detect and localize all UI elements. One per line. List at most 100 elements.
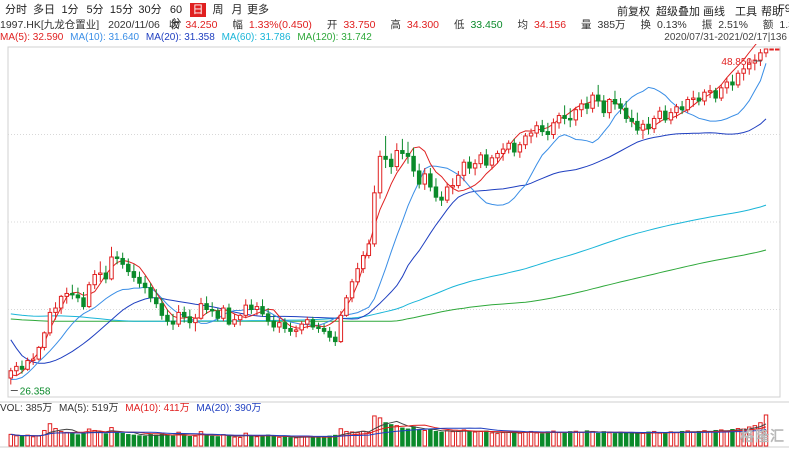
min-price-label: 26.358 (20, 386, 51, 397)
candle-body (500, 148, 506, 154)
volume-bar (685, 430, 690, 447)
vol-legend-ma5: MA(5): 519万 (59, 403, 119, 414)
candle-body (338, 314, 344, 343)
volume-bar (730, 429, 735, 447)
high-label: 高 (390, 19, 401, 31)
candle-body (372, 192, 377, 245)
volume-bar (366, 431, 372, 447)
candle-body (495, 152, 500, 159)
period-tab-5[interactable]: 30分 (138, 4, 162, 16)
candle-body (461, 161, 467, 176)
candle-body (176, 311, 181, 325)
period-tab-8[interactable]: 周 (212, 4, 224, 16)
toolbar-right-2[interactable]: 画线 (703, 6, 725, 18)
period-tab-4[interactable]: 15分 (109, 4, 134, 16)
candle-body (148, 287, 153, 299)
candle-body (573, 109, 579, 121)
candle-body (735, 72, 741, 86)
period-tab-1[interactable]: 多日 (33, 4, 55, 16)
candle-body (696, 97, 702, 102)
volume-bar (416, 429, 422, 447)
period-tab-10[interactable]: 更多 (247, 4, 269, 16)
volume-bar (663, 432, 668, 447)
candle-body (36, 346, 42, 360)
low-value: 33.450 (470, 19, 503, 31)
candle-body (181, 311, 187, 318)
candle-body (249, 304, 254, 310)
candle-body (584, 103, 590, 109)
candle-body (741, 68, 746, 74)
candle-body (198, 303, 204, 319)
volume-bar (237, 436, 243, 447)
volume-bar (215, 436, 221, 447)
volume-bar (735, 428, 741, 447)
candle-body (646, 123, 651, 130)
candle-body (416, 170, 422, 185)
candle-body (450, 185, 455, 188)
candle-body (472, 163, 478, 169)
candle-body (618, 103, 623, 109)
period-tab-3[interactable]: 5分 (86, 4, 104, 16)
candle-body (428, 173, 433, 188)
volume-bar (612, 433, 618, 447)
toolbar-right-3[interactable]: 工具 (735, 6, 757, 18)
candle-body (478, 154, 483, 165)
period-tab-2[interactable]: 1分 (61, 4, 79, 16)
period-tab-6[interactable]: 60分 (169, 4, 183, 30)
candle-body (467, 161, 472, 169)
candle-body (142, 282, 148, 289)
volume-bar (618, 431, 623, 447)
vol-legend-ma20: MA(20): 390万 (196, 403, 262, 414)
toolbar-right-0[interactable]: 前复权 (617, 6, 650, 18)
volume-bar (629, 432, 634, 447)
candle-body (243, 304, 248, 316)
candle-body (237, 314, 243, 321)
candle-body (752, 59, 758, 64)
candle-body (126, 263, 131, 273)
candle-body (271, 320, 276, 328)
period-tab-7[interactable]: 日 (190, 3, 206, 17)
toolbar-right-4[interactable]: 帮助 (761, 6, 783, 18)
kline-chart[interactable]: 48.850 26.358 (0, 44, 789, 454)
close-value: 34.250 (185, 19, 218, 31)
candle-body (86, 284, 92, 308)
volume-bar (193, 435, 198, 447)
volume-bar (405, 428, 411, 447)
candle-body (439, 196, 444, 201)
volume-bar (573, 430, 579, 447)
toolbar-right-5[interactable]: F9 (778, 3, 789, 15)
volume-bar (288, 437, 293, 447)
candle-body (640, 123, 646, 131)
candle-body (58, 295, 64, 309)
candle-body (14, 365, 19, 372)
volume-bar (422, 429, 428, 447)
legend-ma20: MA(20): 31.358 (145, 32, 215, 43)
candle-body (154, 297, 159, 305)
volume-bar (25, 434, 30, 447)
volume-bar (349, 431, 355, 447)
volume-bar (299, 436, 304, 447)
period-tab-0[interactable]: 分时 (5, 4, 27, 16)
volume-bar (120, 432, 125, 447)
volume-bar (752, 425, 758, 447)
volume-bar (556, 432, 562, 447)
candle-body (98, 272, 103, 275)
volume-bar (472, 431, 478, 447)
candle-body (131, 271, 137, 278)
volume-bar (567, 431, 573, 447)
candle-body (545, 131, 551, 135)
toolbar-right-1[interactable]: 超级叠加 (656, 6, 700, 18)
vol-legend-ma10: MA(10): 411万 (125, 403, 190, 414)
period-tab-9[interactable]: 月 (231, 4, 243, 16)
volume-bar (109, 427, 114, 447)
candle-body (159, 303, 165, 316)
volume-bar (724, 430, 730, 447)
candle-body (299, 323, 304, 331)
volume-label: 量 (581, 19, 592, 31)
volume-bar (321, 436, 327, 447)
volume-bar (187, 435, 193, 447)
volume-bar (47, 423, 53, 447)
candle-body (540, 125, 545, 133)
candle-body (719, 87, 724, 99)
volume-bar (277, 436, 282, 447)
